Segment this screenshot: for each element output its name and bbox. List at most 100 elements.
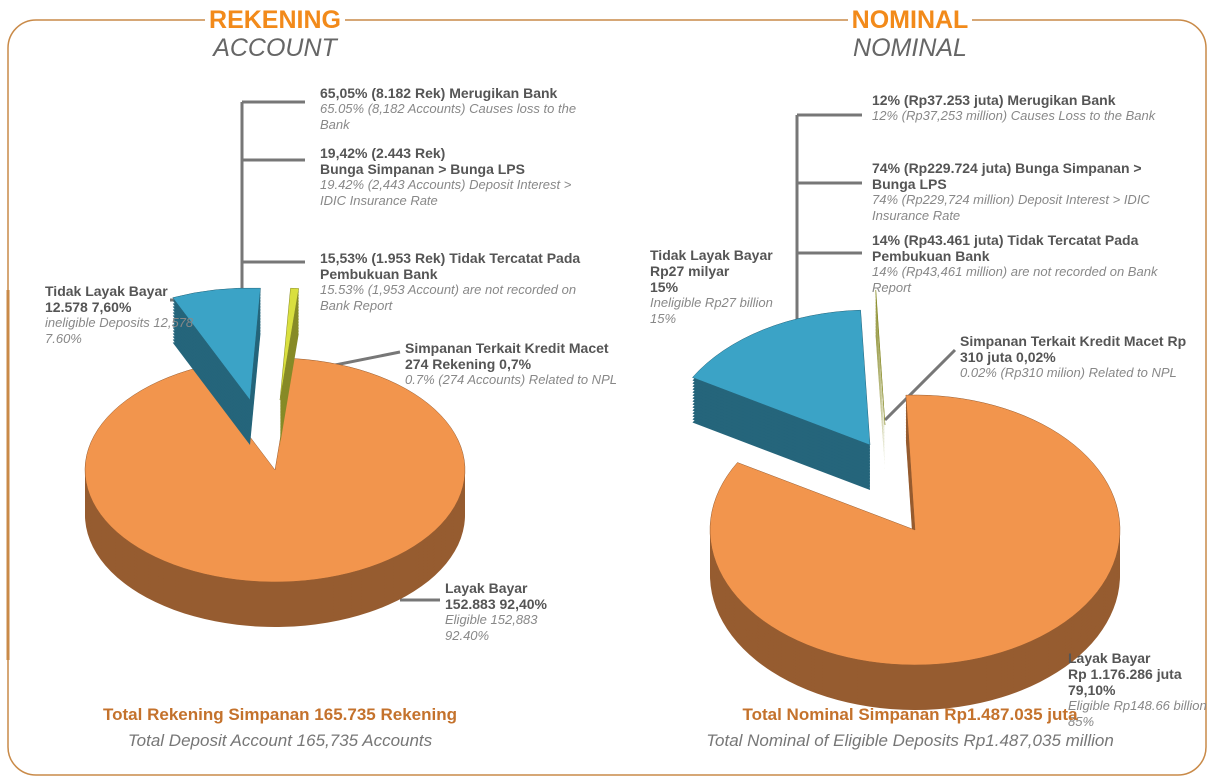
note-description: 65.05% (8,182 Accounts) Causes loss to t… bbox=[320, 101, 577, 132]
total-description: Total Deposit Account 165,735 Accounts bbox=[127, 731, 433, 750]
slice-label: Tidak Layak Bayar Rp27 milyar 15% Ineligib… bbox=[650, 247, 800, 327]
slice-value-label: 12.578 7,60% bbox=[45, 299, 132, 315]
note-label: 15,53% (1.953 Rek) Tidak Tercatat Pada P… bbox=[320, 250, 581, 282]
slice bbox=[84, 358, 466, 583]
note-description: 12% (Rp37,253 million) Causes Loss to th… bbox=[872, 108, 1156, 123]
breakdown-note: 15,53% (1.953 Rek) Tidak Tercatat Pada P… bbox=[320, 250, 590, 314]
slice-side bbox=[875, 323, 885, 458]
slice-value-label: Rp 310 juta 0,02% bbox=[960, 333, 1187, 365]
slice-name: Layak Bayar bbox=[1068, 650, 1151, 666]
slice bbox=[279, 287, 300, 401]
slice-description: Eligible 152,883 92.40% bbox=[445, 612, 538, 643]
slice-side bbox=[875, 296, 885, 431]
slice-side bbox=[280, 315, 299, 427]
slice-name: Simpanan Terkait Kredit Macet bbox=[405, 340, 609, 356]
slice-side bbox=[280, 294, 299, 406]
slice-value-label: 152.883 92,40% bbox=[445, 596, 547, 612]
slice-name: Tidak Layak Bayar bbox=[650, 247, 773, 263]
slice-side bbox=[875, 332, 885, 467]
slice-label: Layak Bayar 152.883 92,40% Eligible 152,88… bbox=[445, 580, 585, 644]
leader bbox=[170, 100, 305, 430]
slice bbox=[692, 309, 871, 446]
slice-description: Ineligible Rp27 billion 15% bbox=[650, 295, 773, 326]
slice-side bbox=[280, 330, 299, 442]
slice-side bbox=[875, 299, 885, 434]
chart-title: NOMINAL bbox=[847, 6, 973, 34]
slice-heading: Layak Bayar 152.883 92,40% bbox=[445, 580, 585, 612]
slice-description: 0.7% (274 Accounts) Related to NPL bbox=[405, 372, 617, 387]
note-description: 15.53% (1,953 Account) are not recorded … bbox=[320, 282, 577, 313]
note-label: 65,05% (8.182 Rek) Merugikan Bank bbox=[320, 85, 558, 101]
breakdown-note: 74% (Rp229.724 juta) Bunga Simpanan > Bu… bbox=[872, 160, 1182, 224]
slice-side bbox=[875, 305, 885, 440]
breakdown-note: 65,05% (8.182 Rek) Merugikan Bank 65.05% … bbox=[320, 85, 580, 133]
total-block: Total Rekening Simpanan 165.735 Rekening… bbox=[0, 702, 560, 754]
leader bbox=[795, 113, 862, 350]
chart-subtitle: NOMINAL bbox=[853, 34, 967, 62]
slice-label: Simpanan Terkait Kredit Macet 274 Rekeni… bbox=[405, 340, 620, 388]
slice-side bbox=[875, 329, 885, 464]
slice-side bbox=[875, 314, 885, 449]
slice-side bbox=[875, 335, 885, 470]
slice-label: Tidak Layak Bayar 12.578 7,60% ineligible … bbox=[45, 283, 205, 347]
slice-side bbox=[875, 317, 885, 452]
slice-side bbox=[280, 300, 299, 412]
note-description: 74% (Rp229,724 million) Deposit Interest… bbox=[872, 192, 1150, 223]
slice-value-label: Rp 1.176.286 juta 79,10% bbox=[1068, 666, 1182, 698]
note-description: 14% (Rp43,461 million) are not recorded … bbox=[872, 264, 1158, 295]
slice-side bbox=[280, 309, 299, 421]
slice-heading: Tidak Layak Bayar Rp27 milyar 15% bbox=[650, 247, 800, 295]
slice-name: Simpanan Terkait Kredit Macet bbox=[960, 333, 1164, 349]
slice-side bbox=[875, 326, 885, 461]
slice-label: Simpanan Terkait Kredit Macet Rp 310 jut… bbox=[960, 333, 1190, 381]
slice-description: 0.02% (Rp310 milion) Related to NPL bbox=[960, 365, 1177, 380]
slice-label: Layak Bayar Rp 1.176.286 juta 79,10% Eligi… bbox=[1068, 650, 1208, 730]
slice-side bbox=[280, 312, 299, 424]
total: Total Rekening Simpanan 165.735 Rekening bbox=[103, 705, 457, 724]
slice-side bbox=[875, 320, 885, 455]
chart-title: REKENING bbox=[205, 6, 345, 34]
slice-heading: Layak Bayar Rp 1.176.286 juta 79,10% bbox=[1068, 650, 1208, 698]
note-label: 14% (Rp43.461 juta) Tidak Tercatat Pada … bbox=[872, 232, 1139, 264]
slice-value-label: Rp27 milyar 15% bbox=[650, 263, 730, 295]
total-description: Total Nominal of Eligible Deposits Rp1.4… bbox=[706, 731, 1114, 750]
slice-side bbox=[280, 306, 299, 418]
note-description: 19.42% (2,443 Accounts) Deposit Interest… bbox=[320, 177, 572, 208]
slice-side bbox=[875, 302, 885, 437]
slice-side bbox=[280, 318, 299, 430]
slice-heading: Tidak Layak Bayar 12.578 7,60% bbox=[45, 283, 205, 315]
slice-side bbox=[875, 308, 885, 443]
chart-title-block: NOMINAL NOMINAL bbox=[760, 6, 1060, 62]
breakdown-note: 12% (Rp37.253 juta) Merugikan Bank 12% (R… bbox=[872, 92, 1182, 124]
slice-name: Tidak Layak Bayar bbox=[45, 283, 168, 299]
slice bbox=[709, 394, 1121, 666]
note-label: 12% (Rp37.253 juta) Merugikan Bank bbox=[872, 92, 1116, 108]
slice-heading: Simpanan Terkait Kredit Macet Rp 310 jut… bbox=[960, 333, 1190, 365]
chart-subtitle: ACCOUNT bbox=[213, 34, 337, 62]
slice-name: Layak Bayar bbox=[445, 580, 528, 596]
slice bbox=[875, 289, 886, 426]
slice-side bbox=[875, 311, 885, 446]
slice-side bbox=[280, 297, 299, 409]
slice-side bbox=[280, 333, 299, 445]
slice-description: ineligible Deposits 12,578 7.60% bbox=[45, 315, 194, 346]
slice bbox=[172, 287, 261, 401]
slice-side bbox=[280, 324, 299, 436]
slice-side bbox=[280, 321, 299, 433]
slice-value-label: 274 Rekening 0,7% bbox=[405, 356, 532, 372]
note-label: 74% (Rp229.724 juta) Bunga Simpanan > Bu… bbox=[872, 160, 1142, 192]
breakdown-note: 14% (Rp43.461 juta) Tidak Tercatat Pada … bbox=[872, 232, 1182, 296]
breakdown-note: 19,42% (2.443 Rek) Bunga Simpanan > Bung… bbox=[320, 145, 590, 209]
note-label: 19,42% (2.443 Rek) Bunga Simpanan > Bung… bbox=[320, 145, 525, 177]
total-block: Total Nominal Simpanan Rp1.487.035 juta T… bbox=[630, 702, 1190, 754]
slice-description: Eligible Rp148.66 billion 85% bbox=[1068, 698, 1207, 729]
slice-heading: Simpanan Terkait Kredit Macet 274 Rekeni… bbox=[405, 340, 620, 372]
slice-side bbox=[280, 303, 299, 415]
total: Total Nominal Simpanan Rp1.487.035 juta bbox=[742, 705, 1078, 724]
slice-side bbox=[280, 291, 299, 403]
pies bbox=[84, 287, 1121, 710]
chart-title-block: REKENING ACCOUNT bbox=[125, 6, 425, 62]
slice-side bbox=[280, 327, 299, 439]
